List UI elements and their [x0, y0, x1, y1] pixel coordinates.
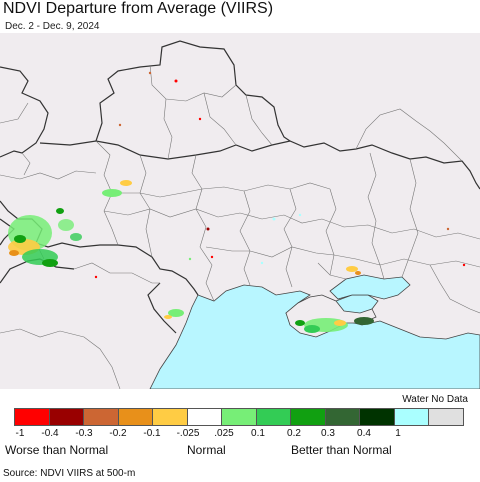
ndvi-map — [0, 33, 480, 389]
tick-label: 0.3 — [321, 428, 335, 439]
tick-label: .025 — [214, 428, 234, 439]
swatch-6 — [186, 408, 222, 426]
source-note: Source: NDVI VIIRS at 500-m — [3, 468, 136, 479]
tick-label: -0.1 — [143, 428, 161, 439]
swatch-7 — [221, 408, 257, 426]
worse-than-normal-label: Worse than Normal — [5, 443, 109, 457]
swatch-1 — [14, 408, 50, 426]
tick-label: 0.1 — [251, 428, 265, 439]
tick-label: -0.3 — [75, 428, 93, 439]
tick-label: 0.4 — [357, 428, 371, 439]
swatch-9 — [290, 408, 326, 426]
swatch-8 — [255, 408, 291, 426]
water-no-data-label: Water No Data — [402, 394, 468, 405]
swatch-5 — [152, 408, 188, 426]
tick-label: 1 — [395, 428, 401, 439]
swatch-4 — [117, 408, 153, 426]
tick-label: -.025 — [176, 428, 200, 439]
tick-label: -0.2 — [109, 428, 127, 439]
swatch-water — [393, 408, 429, 426]
legend-swatches — [14, 408, 464, 427]
legend-ticks: -1 -0.4 -0.3 -0.2 -0.1 -.025 .025 0.1 0.… — [0, 428, 480, 442]
swatch-3 — [83, 408, 119, 426]
tick-label: 0.2 — [287, 428, 301, 439]
ndvi-patches — [8, 71, 466, 333]
tick-label: -0.4 — [41, 428, 59, 439]
swatch-11 — [359, 408, 395, 426]
swatch-no-data — [428, 408, 464, 426]
map-title: NDVI Departure from Average (VIIRS) — [3, 0, 274, 17]
tick-label: -1 — [15, 428, 25, 439]
swatch-10 — [324, 408, 360, 426]
map-date-range: Dec. 2 - Dec. 9, 2024 — [5, 21, 100, 32]
swatch-2 — [48, 408, 84, 426]
ndvi-patch-north-west — [102, 189, 122, 197]
normal-label: Normal — [187, 443, 226, 457]
better-than-normal-label: Better than Normal — [291, 443, 392, 457]
oblast-borders — [0, 64, 480, 389]
ndvi-patch-odesa — [168, 309, 184, 317]
sea-of-azov — [329, 274, 411, 300]
